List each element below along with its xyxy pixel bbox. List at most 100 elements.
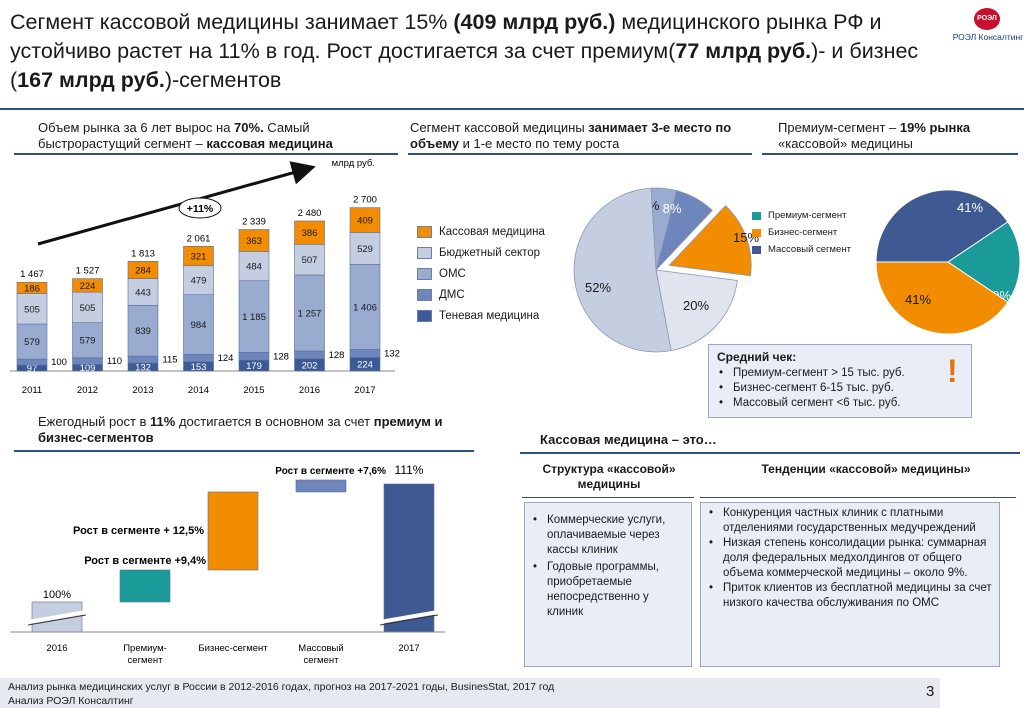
bar-segment [16, 281, 48, 294]
bar-value-label: 479 [191, 276, 207, 287]
growth-header-line [14, 450, 474, 452]
x-tick-label: 2012 [77, 385, 98, 396]
bar-total-label: 2 480 [298, 208, 322, 219]
legend-shadow: Теневая медицина [417, 310, 539, 322]
bar-segment [349, 264, 381, 350]
bar-segment [72, 322, 103, 359]
bar-value-label: 505 [80, 303, 96, 314]
structure-box: Коммерческие услуги, оплачиваемые через … [524, 502, 692, 667]
x-tick-label: Массовый [298, 643, 343, 654]
bar-value-label: 443 [135, 287, 151, 298]
trend-item: Низкая степень консолидации рынка: сумма… [707, 536, 993, 581]
bar-segment [127, 261, 159, 279]
x-tick-label: Премиум- [123, 643, 167, 654]
market-header: Объем рынка за 6 лет вырос на 70%. Самый… [38, 120, 333, 151]
bar-value-label: 153 [191, 362, 207, 373]
bar-segment [349, 207, 381, 233]
source-footer: Анализ рынка медицинских услуг в России … [0, 678, 940, 708]
legend-mass: Массовый сегмент [752, 244, 851, 255]
premium-header: Премиум-сегмент – 19% рынка «кассовой» м… [778, 120, 971, 151]
growth-rate-label: +11% [187, 203, 214, 215]
bar-value-label: 529 [357, 244, 373, 255]
check-item: Бизнес-сегмент 6-15 тыс. руб. [717, 381, 963, 396]
waterfall-value-label: 100% [43, 589, 71, 601]
bar-value-label: 505 [24, 304, 40, 315]
x-tick-label: 2017 [354, 385, 375, 396]
pie-slice-label: 41% [905, 292, 931, 307]
bar-segment [183, 265, 214, 296]
growth-rate-badge [178, 197, 222, 219]
x-tick-label: 2017 [398, 643, 419, 654]
x-tick-label: 2013 [132, 385, 153, 396]
waterfall-value-label: 111% [395, 463, 424, 477]
legend-premium: Премиум-сегмент [752, 210, 846, 221]
bar-value-label: 128 [273, 351, 289, 362]
cash-segment-pie-chart: 41%19%41% [875, 189, 1021, 335]
segment-legend: Кассовая медицина Бюджетный сектор ОМС Д… [417, 226, 577, 336]
place-header: Сегмент кассовой медицины занимает 3-е м… [410, 120, 732, 151]
logo-mark: РОЭЛ [974, 8, 1000, 30]
pie-slice [947, 221, 1021, 303]
bar-value-label: 132 [135, 363, 151, 374]
market-share-pie-chart: 5%8%15%20%52% [573, 187, 759, 353]
market-stacked-bar-chart: млрд руб. 97 100 579 505 186 1 467 2011 109 110 57… [10, 158, 400, 396]
bar-total-label: 1 527 [76, 266, 100, 277]
page-number: 3 [926, 683, 935, 700]
bar-segment [16, 323, 48, 360]
pie-slice-label: 8% [663, 201, 682, 216]
bar-value-label: 202 [302, 360, 318, 371]
title-part: )- и бизнес ( [10, 39, 919, 92]
title-bold: (409 млрд руб.) [453, 10, 616, 34]
bar-value-label: 321 [191, 252, 207, 263]
bar-value-label: 224 [357, 360, 373, 371]
bar-value-label: 186 [24, 283, 40, 294]
page-title: Сегмент кассовой медицины занимает 15% (… [10, 8, 950, 95]
waterfall-value-label: Рост в сегменте + 12,5% [73, 525, 204, 537]
bar-segment [183, 246, 214, 267]
title-part: Сегмент кассовой медицины занимает 15% [10, 10, 454, 34]
bar-value-label: 507 [302, 255, 318, 266]
x-tick-label: сегмент [304, 655, 340, 666]
check-item: Массовый сегмент <6 тыс. руб. [717, 396, 963, 411]
cash-segment-legend: Премиум-сегмент Бизнес-сегмент Массовый … [752, 210, 872, 260]
trend-item: Приток клиентов из бесплатной медицины з… [707, 581, 993, 611]
structure-title: Структура «кассовой» медицины [542, 462, 676, 491]
waterfall-value-label: Рост в сегменте +9,4% [84, 555, 206, 567]
bar-segment [16, 293, 48, 325]
legend-oms: ОМС [417, 268, 466, 280]
x-tick-label: 2011 [22, 385, 42, 396]
bar-value-label: 484 [246, 262, 262, 273]
bar-value-label: 1 185 [242, 312, 266, 323]
bar-value-label: 984 [191, 320, 207, 331]
exclamation-icon: ! [947, 353, 958, 389]
bar-segment [238, 352, 270, 361]
unit-label: млрд руб. [332, 158, 375, 169]
pie-slice-label: 52% [585, 280, 611, 295]
bar-value-label: 132 [384, 348, 400, 359]
x-tick-label: 2016 [299, 385, 320, 396]
bar-value-label: 1 257 [298, 309, 322, 320]
x-tick-label: 2016 [46, 643, 67, 654]
average-check-box: Средний чек: Премиум-сегмент > 15 тыс. р… [708, 344, 972, 418]
pie-slice [655, 269, 738, 352]
title-bold: 167 млрд руб. [17, 68, 165, 92]
bar-value-label: 179 [246, 361, 262, 372]
bar-segment [72, 357, 103, 365]
pie-slice [655, 190, 713, 271]
legend-business: Бизнес-сегмент [752, 227, 837, 238]
growth-header: Ежегодный рост в 11% достигается в основ… [38, 414, 443, 445]
check-item: Премиум-сегмент > 15 тыс. руб. [717, 366, 963, 381]
bar-value-label: 1 406 [353, 302, 377, 313]
bar-value-label: 363 [246, 236, 262, 247]
trends-title: Тенденции «кассовой» медицины» [761, 462, 971, 476]
bar-value-label: 109 [80, 363, 96, 374]
waterfall-bar [207, 491, 259, 571]
bar-segment [72, 291, 103, 324]
bar-value-label: 579 [24, 337, 40, 348]
pie-slice [875, 261, 1009, 335]
bar-value-label: 100 [51, 357, 67, 368]
pie-slice [573, 187, 672, 353]
x-tick-label: сегмент [128, 655, 164, 666]
bar-total-label: 1 813 [131, 248, 155, 259]
bar-segment [183, 294, 214, 355]
